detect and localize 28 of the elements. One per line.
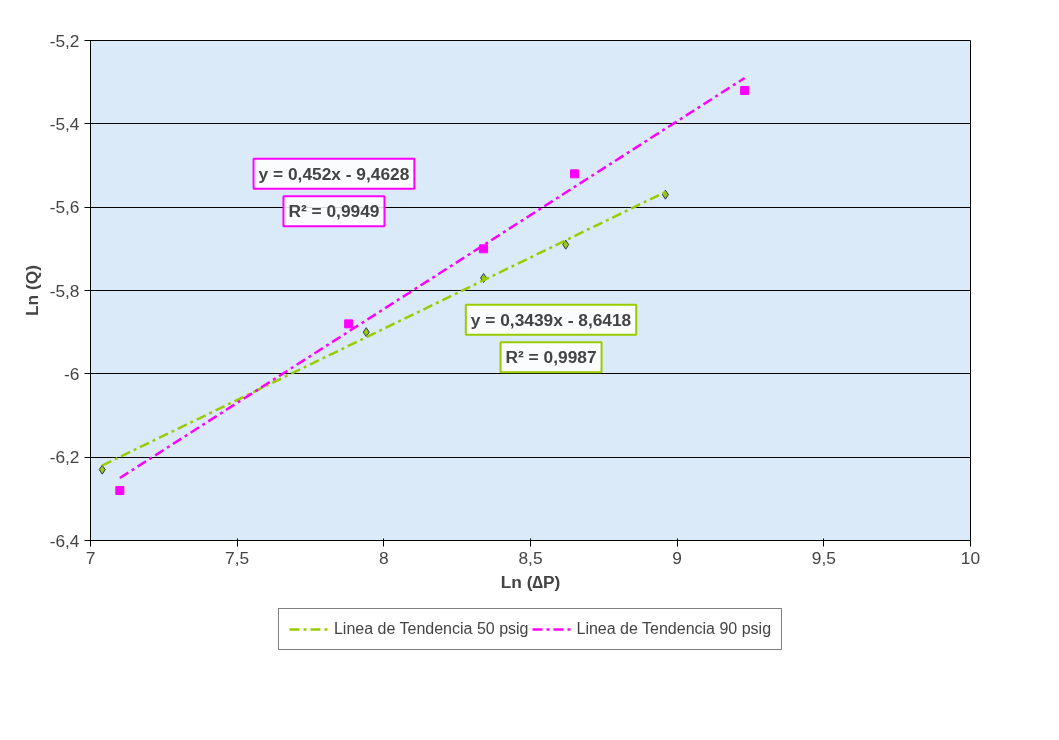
point (562, 239, 570, 250)
y-tick-label: -6,4 (49, 530, 80, 551)
y-axis-title: Ln (Q) (21, 264, 42, 316)
y-tick-label: -6,2 (49, 447, 80, 468)
y-tick-label: -5,4 (49, 113, 80, 134)
point (661, 189, 669, 200)
y-tick-label: -6 (64, 363, 80, 384)
point (115, 486, 125, 495)
x-tick-label: 8,5 (518, 547, 543, 568)
x-tick-label: 7 (85, 547, 96, 568)
legend-label: Linea de Tendencia 50 psig (333, 620, 529, 638)
y-tick-label: -5,6 (49, 197, 80, 218)
x-tick-label: 8 (379, 547, 389, 568)
legend-label: Linea de Tendencia 90 psig (576, 620, 772, 638)
point (740, 86, 750, 95)
point (344, 319, 354, 329)
x-tick-label: 9 (672, 547, 682, 568)
y-tick-label: -5,8 (49, 280, 80, 301)
annotation: y = 0,452x - 9,4628 R² = 0,9949 (258, 163, 410, 222)
annotation: y = 0,3439x - 8,6418 R² = 0,9987 (470, 309, 632, 368)
point (362, 327, 370, 338)
x-tick-label: 10 (960, 547, 981, 568)
y-tick-label: -5,2 (49, 30, 80, 51)
point (570, 169, 579, 179)
point (98, 464, 106, 475)
x-axis-title: Ln (∆P) (500, 571, 561, 592)
x-tick-label: 9,5 (811, 547, 836, 568)
x-tick-label: 7,5 (225, 547, 250, 568)
